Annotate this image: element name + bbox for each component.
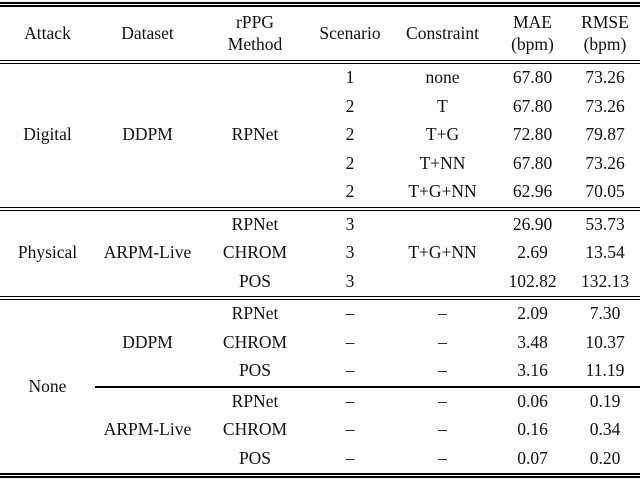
table-row: CHROM – – 3.48 10.37 [0,329,640,358]
cell-rmse: 0.20 [589,447,621,468]
cell-constraint: – [438,331,447,352]
cell-scenario: – [345,419,355,440]
cell-scenario: 2 [345,124,355,145]
cell-scenario: – [345,331,355,352]
table-row: CHROM 3 2.69 13.54 [0,239,640,268]
cell-method: POS [238,447,272,468]
cell-scenario: 2 [345,181,355,202]
cell-constraint-shared: T+G+NN [390,206,495,298]
cell-dataset-ddpm: DDPM [95,296,200,387]
results-table: Attack Dataset rPPG Method Scenario Const… [0,2,640,478]
cell-constraint: – [438,419,447,440]
cell-mae: 0.06 [495,385,570,416]
cell-mae: 0.07 [517,447,548,468]
cell-rmse: 11.19 [585,360,625,381]
cell-dataset-arpm-live: ARPM-Live [95,206,200,298]
cell-constraint: T+NN [419,152,466,173]
cell-method: RPNet [200,206,310,239]
cell-constraint: T+G+NN [408,181,477,202]
cell-method: CHROM [222,419,288,440]
cell-rmse: 13.54 [585,242,625,263]
table-row: Physical ARPM-Live RPNet 3 T+G+NN 26.90 … [0,206,640,298]
cell-scenario: – [310,296,390,329]
block-physical: Physical ARPM-Live RPNet 3 T+G+NN 26.90 … [0,206,640,299]
cell-mae: 67.80 [512,152,553,173]
header-constraint: Constraint [390,4,495,64]
table-row: POS 3 102.82 132.13 [0,268,640,299]
cell-scenario: 2 [345,95,355,116]
header-rppg-method: rPPG Method [200,4,310,64]
cell-rmse: 70.05 [585,181,625,202]
cell-rmse: 10.37 [585,331,625,352]
table-row: 2 T 67.80 73.26 [0,93,640,122]
cell-rmse: 53.73 [570,206,640,239]
table-header: Attack Dataset rPPG Method Scenario Const… [0,4,640,64]
cell-method: RPNet [200,385,310,416]
cell-scenario: – [345,360,355,381]
table-row: 2 T+G+NN 62.96 70.05 [0,178,640,209]
block-digital: Digital DDPM RPNet 1 none 67.80 73.26 2 … [0,62,640,209]
cell-mae: 2.09 [495,296,570,329]
cell-scenario: 3 [310,206,390,239]
block-none: None DDPM RPNet – – 2.09 7.30 CHROM – – … [0,296,640,476]
cell-rmse: 73.26 [585,152,625,173]
cell-method: RPNet [200,296,310,329]
table-row: 2 T+G 72.80 79.87 [0,121,640,150]
cell-dataset-arpm-live: ARPM-Live [95,385,200,476]
cell-rmse: 0.19 [570,385,640,416]
cell-mae: 26.90 [495,206,570,239]
cell-mae: 67.80 [512,95,553,116]
cell-scenario: – [310,385,390,416]
cell-rmse: 7.30 [570,296,640,329]
cell-scenario: 2 [345,152,355,173]
cell-attack-digital: Digital [23,124,72,145]
cell-constraint: – [438,447,447,468]
header-row: Attack Dataset rPPG Method Scenario Const… [0,4,640,64]
cell-mae: 2.69 [517,242,548,263]
cell-rmse: 79.87 [585,124,625,145]
cell-mae: 3.16 [517,360,548,381]
cell-method: CHROM [222,242,288,263]
cell-scenario: 3 [345,242,355,263]
cell-constraint: none [425,67,460,88]
cell-method: CHROM [222,331,288,352]
cell-constraint: T [437,95,448,116]
cell-scenario: 1 [345,67,355,88]
cell-rmse: 132.13 [580,270,630,291]
cell-constraint: – [390,385,495,416]
cell-mae: 102.82 [508,270,557,291]
cell-method: POS [238,270,272,291]
table-row: POS – – 3.16 11.19 [0,357,640,387]
cell-rmse: 73.26 [585,95,625,116]
cell-mae: 62.96 [512,181,553,202]
header-scenario: Scenario [310,4,390,64]
cell-mae: 0.16 [517,419,548,440]
cell-method: POS [238,360,272,381]
cell-mae: 72.80 [512,124,553,145]
header-rmse: RMSE (bpm) [570,4,640,64]
cell-constraint: – [390,296,495,329]
cell-dataset-ddpm: DDPM [122,124,173,145]
cell-mae: 3.48 [517,331,548,352]
cell-attack-physical: Physical [0,206,95,298]
header-mae: MAE (bpm) [495,4,570,64]
cell-scenario: – [345,447,355,468]
cell-constraint: – [438,360,447,381]
table-row: CHROM – – 0.16 0.34 [0,416,640,445]
table-row: None DDPM RPNet – – 2.09 7.30 [0,296,640,476]
table-row: POS – – 0.07 0.20 [0,445,640,476]
cell-rmse: 0.34 [589,419,621,440]
cell-rmse: 73.26 [585,67,625,88]
header-dataset: Dataset [95,4,200,64]
cell-attack-none: None [0,296,95,476]
header-attack: Attack [0,4,95,64]
cell-constraint: T+G [425,124,460,145]
cell-method-rpnet: RPNet [231,124,279,145]
cell-mae: 67.80 [512,67,553,88]
table-row: Digital DDPM RPNet 1 none 67.80 73.26 [0,62,640,144]
cell-scenario: 3 [345,270,355,291]
table-row: ARPM-Live RPNet – – 0.06 0.19 [0,385,640,476]
table-row: 2 T+NN 67.80 73.26 [0,150,640,179]
